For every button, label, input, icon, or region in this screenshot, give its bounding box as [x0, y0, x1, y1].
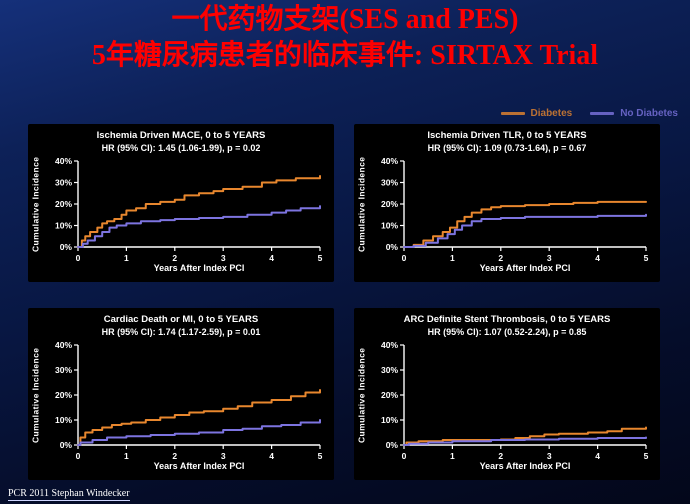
- svg-text:3: 3: [547, 253, 552, 263]
- diabetes-line-swatch-icon: [500, 112, 525, 115]
- svg-text:Years After Index PCI: Years After Index PCI: [154, 263, 245, 273]
- km-curve-chart: 0% 10% 20% 30% 40% 0 1 2 3 4 5 Years After Index PC…: [55, 156, 323, 273]
- svg-text:10%: 10%: [55, 221, 72, 231]
- legend-label-diabetes: Diabetes: [530, 108, 573, 119]
- svg-text:30%: 30%: [381, 365, 398, 375]
- svg-text:40%: 40%: [55, 156, 72, 166]
- chart-title: Ischemia Driven TLR, 0 to 5 YEARS: [427, 130, 587, 141]
- hr-statistic: HR (95% CI): 1.74 (1.17-2.59), p = 0.01: [101, 327, 261, 337]
- svg-text:10%: 10%: [55, 415, 72, 425]
- svg-text:Years After Index PCI: Years After Index PCI: [154, 461, 245, 471]
- svg-text:5: 5: [318, 253, 323, 263]
- svg-text:20%: 20%: [381, 199, 398, 209]
- y-axis-label: Cumulative Incidence: [30, 156, 41, 252]
- svg-text:0%: 0%: [60, 440, 73, 450]
- chart-panel-stent-thrombosis: ARC Definite Stent Thrombosis, 0 to 5 YE…: [354, 308, 660, 480]
- y-axis-label: Cumulative Incidence: [356, 156, 367, 252]
- svg-text:4: 4: [269, 253, 274, 263]
- svg-text:0: 0: [76, 253, 81, 263]
- svg-text:20%: 20%: [381, 390, 398, 400]
- svg-text:0%: 0%: [60, 242, 73, 252]
- chart-panel-ischemia-driven-tlr: Ischemia Driven TLR, 0 to 5 YEARS HR (95…: [354, 124, 660, 282]
- svg-text:4: 4: [269, 451, 274, 461]
- slide-title: 一代药物支架(SES and PES) 5年糖尿病患者的临床事件: SIRTAX…: [0, 2, 690, 74]
- svg-text:3: 3: [221, 451, 226, 461]
- svg-text:1: 1: [450, 253, 455, 263]
- chart-title: Ischemia Driven MACE, 0 to 5 YEARS: [96, 130, 266, 141]
- svg-text:30%: 30%: [55, 365, 72, 375]
- legend: Diabetes No Diabetes: [500, 108, 678, 119]
- svg-text:5: 5: [644, 451, 649, 461]
- svg-text:Years After Index PCI: Years After Index PCI: [480, 461, 571, 471]
- km-curve-chart: 0% 10% 20% 30% 40% 0 1 2 3 4 5 Years After Index PC…: [381, 340, 649, 471]
- svg-text:10%: 10%: [381, 221, 398, 231]
- y-axis-label: Cumulative Incidence: [356, 347, 367, 443]
- svg-text:40%: 40%: [381, 156, 398, 166]
- svg-text:1: 1: [124, 253, 129, 263]
- svg-text:4: 4: [595, 253, 600, 263]
- svg-text:20%: 20%: [55, 199, 72, 209]
- svg-text:0: 0: [402, 451, 407, 461]
- svg-text:0: 0: [76, 451, 81, 461]
- svg-text:2: 2: [498, 451, 503, 461]
- slide-title-line1: 一代药物支架(SES and PES): [171, 4, 519, 35]
- svg-text:30%: 30%: [381, 178, 398, 188]
- slide-title-line2: 5年糖尿病患者的临床事件: SIRTAX Trial: [91, 40, 599, 71]
- chart-panel-ischemia-driven-mace: Ischemia Driven MACE, 0 to 5 YEARS HR (9…: [28, 124, 334, 282]
- svg-text:3: 3: [547, 451, 552, 461]
- svg-text:40%: 40%: [55, 340, 72, 350]
- hr-statistic: HR (95% CI): 1.45 (1.06-1.99), p = 0.02: [101, 143, 261, 153]
- hr-statistic: HR (95% CI): 1.07 (0.52-2.24), p = 0.85: [427, 327, 587, 337]
- svg-text:1: 1: [124, 451, 129, 461]
- svg-text:20%: 20%: [55, 390, 72, 400]
- footer-attribution: PCR 2011 Stephan Windecker: [8, 488, 130, 501]
- chart-title: ARC Definite Stent Thrombosis, 0 to 5 YE…: [403, 314, 611, 325]
- svg-text:3: 3: [221, 253, 226, 263]
- legend-item-no-diabetes: No Diabetes: [590, 108, 678, 119]
- hr-statistic: HR (95% CI): 1.09 (0.73-1.64), p = 0.67: [427, 143, 587, 153]
- svg-text:40%: 40%: [381, 340, 398, 350]
- no-diabetes-line-swatch-icon: [590, 112, 615, 115]
- chart-panel-cardiac-death-or-mi: Cardiac Death or MI, 0 to 5 YEARS HR (95…: [28, 308, 334, 480]
- svg-text:5: 5: [644, 253, 649, 263]
- chart-title: Cardiac Death or MI, 0 to 5 YEARS: [103, 314, 259, 325]
- svg-text:Years After Index PCI: Years After Index PCI: [480, 263, 571, 273]
- svg-text:30%: 30%: [55, 178, 72, 188]
- svg-text:4: 4: [595, 451, 600, 461]
- svg-text:5: 5: [318, 451, 323, 461]
- svg-text:0: 0: [402, 253, 407, 263]
- km-curve-chart: 0% 10% 20% 30% 40% 0 1 2 3 4 5 Years After Index PC…: [381, 156, 649, 273]
- km-curve-chart: 0% 10% 20% 30% 40% 0 1 2 3 4 5 Years After Index PC…: [55, 340, 323, 471]
- legend-item-diabetes: Diabetes: [500, 108, 573, 119]
- svg-text:2: 2: [498, 253, 503, 263]
- svg-text:2: 2: [172, 253, 177, 263]
- svg-text:10%: 10%: [381, 415, 398, 425]
- svg-text:0%: 0%: [386, 440, 399, 450]
- legend-label-no-diabetes: No Diabetes: [620, 108, 678, 119]
- svg-text:2: 2: [172, 451, 177, 461]
- y-axis-label: Cumulative Incidence: [30, 347, 41, 443]
- svg-text:0%: 0%: [386, 242, 399, 252]
- svg-text:1: 1: [450, 451, 455, 461]
